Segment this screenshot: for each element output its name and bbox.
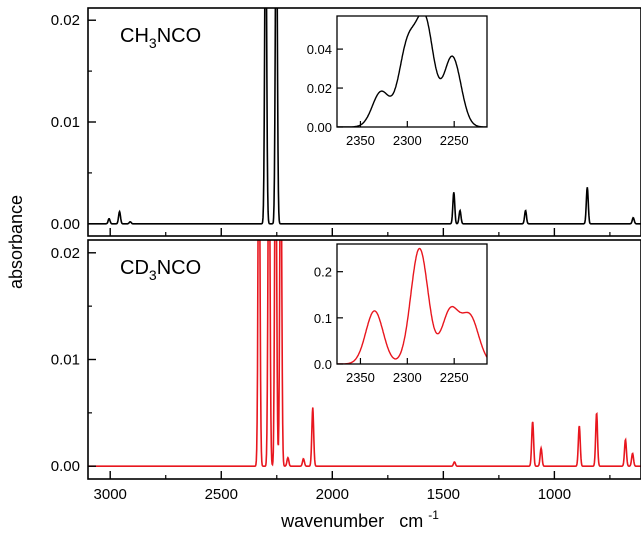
top-y-tick-label: 0.01 bbox=[51, 114, 80, 131]
bottom-y-tick-label: 0.00 bbox=[51, 458, 80, 475]
top-spectrum-line bbox=[88, 8, 641, 225]
top-molecule-prefix: CH bbox=[120, 25, 149, 47]
top-inset-frame bbox=[336, 15, 488, 128]
bottom-molecule-label: CD3NCO bbox=[120, 257, 201, 283]
y-axis-title: absorbance bbox=[6, 195, 26, 289]
top-inset-x-tick-label: 2350 bbox=[346, 133, 375, 148]
top-inset-x-tick-label: 2300 bbox=[393, 133, 422, 148]
top-molecule-label: CH3NCO bbox=[120, 25, 201, 51]
bottom-inset-frame bbox=[336, 243, 488, 365]
bottom-inset-x-tick-label: 2300 bbox=[393, 370, 422, 385]
top-molecule-subscript: 3 bbox=[149, 35, 157, 51]
top-inset-y-tick-label: 0.02 bbox=[307, 81, 332, 96]
bottom-molecule-prefix: CD bbox=[120, 257, 149, 279]
top-inset-background bbox=[337, 16, 487, 127]
bottom-x-tick-label: 1000 bbox=[538, 486, 571, 503]
bottom-inset-y-tick-label: 0.0 bbox=[314, 357, 332, 372]
top-y-tick-label: 0.00 bbox=[51, 216, 80, 233]
top-inset-x-tick-label: 2250 bbox=[440, 133, 469, 148]
x-axis-unit: cm bbox=[399, 511, 423, 531]
bottom-x-tick-label: 3000 bbox=[94, 486, 127, 503]
bottom-inset-spectrum-line bbox=[337, 247, 487, 364]
bottom-x-tick-label: 2500 bbox=[205, 486, 238, 503]
bottom-molecule-suffix: NCO bbox=[157, 257, 201, 279]
bottom-y-tick-label: 0.02 bbox=[51, 245, 80, 262]
top-inset-y-tick-label: 0.04 bbox=[307, 42, 332, 57]
top-inset-y-tick-label: 0.00 bbox=[307, 120, 332, 135]
top-inset-spectrum-line bbox=[337, 16, 487, 127]
bottom-inset-y-tick-label: 0.1 bbox=[314, 311, 332, 326]
bottom-molecule-subscript: 3 bbox=[149, 267, 157, 283]
x-axis-unit-exponent: -1 bbox=[428, 508, 439, 522]
x-axis-title: wavenumber cm -1 bbox=[280, 508, 439, 531]
bottom-inset-y-tick-label: 0.2 bbox=[314, 265, 332, 280]
bottom-x-tick-label: 1500 bbox=[427, 486, 460, 503]
bottom-x-tick-label: 2000 bbox=[316, 486, 349, 503]
bottom-y-tick-label: 0.01 bbox=[51, 352, 80, 369]
bottom-inset-x-tick-label: 2250 bbox=[440, 370, 469, 385]
bottom-inset-x-tick-label: 2350 bbox=[346, 370, 375, 385]
bottom-spectrum-line bbox=[88, 240, 641, 468]
top-y-tick-label: 0.02 bbox=[51, 12, 80, 29]
top-molecule-suffix: NCO bbox=[157, 25, 201, 47]
bottom-inset-background bbox=[337, 244, 487, 364]
x-axis-title-text: wavenumber bbox=[280, 511, 384, 531]
